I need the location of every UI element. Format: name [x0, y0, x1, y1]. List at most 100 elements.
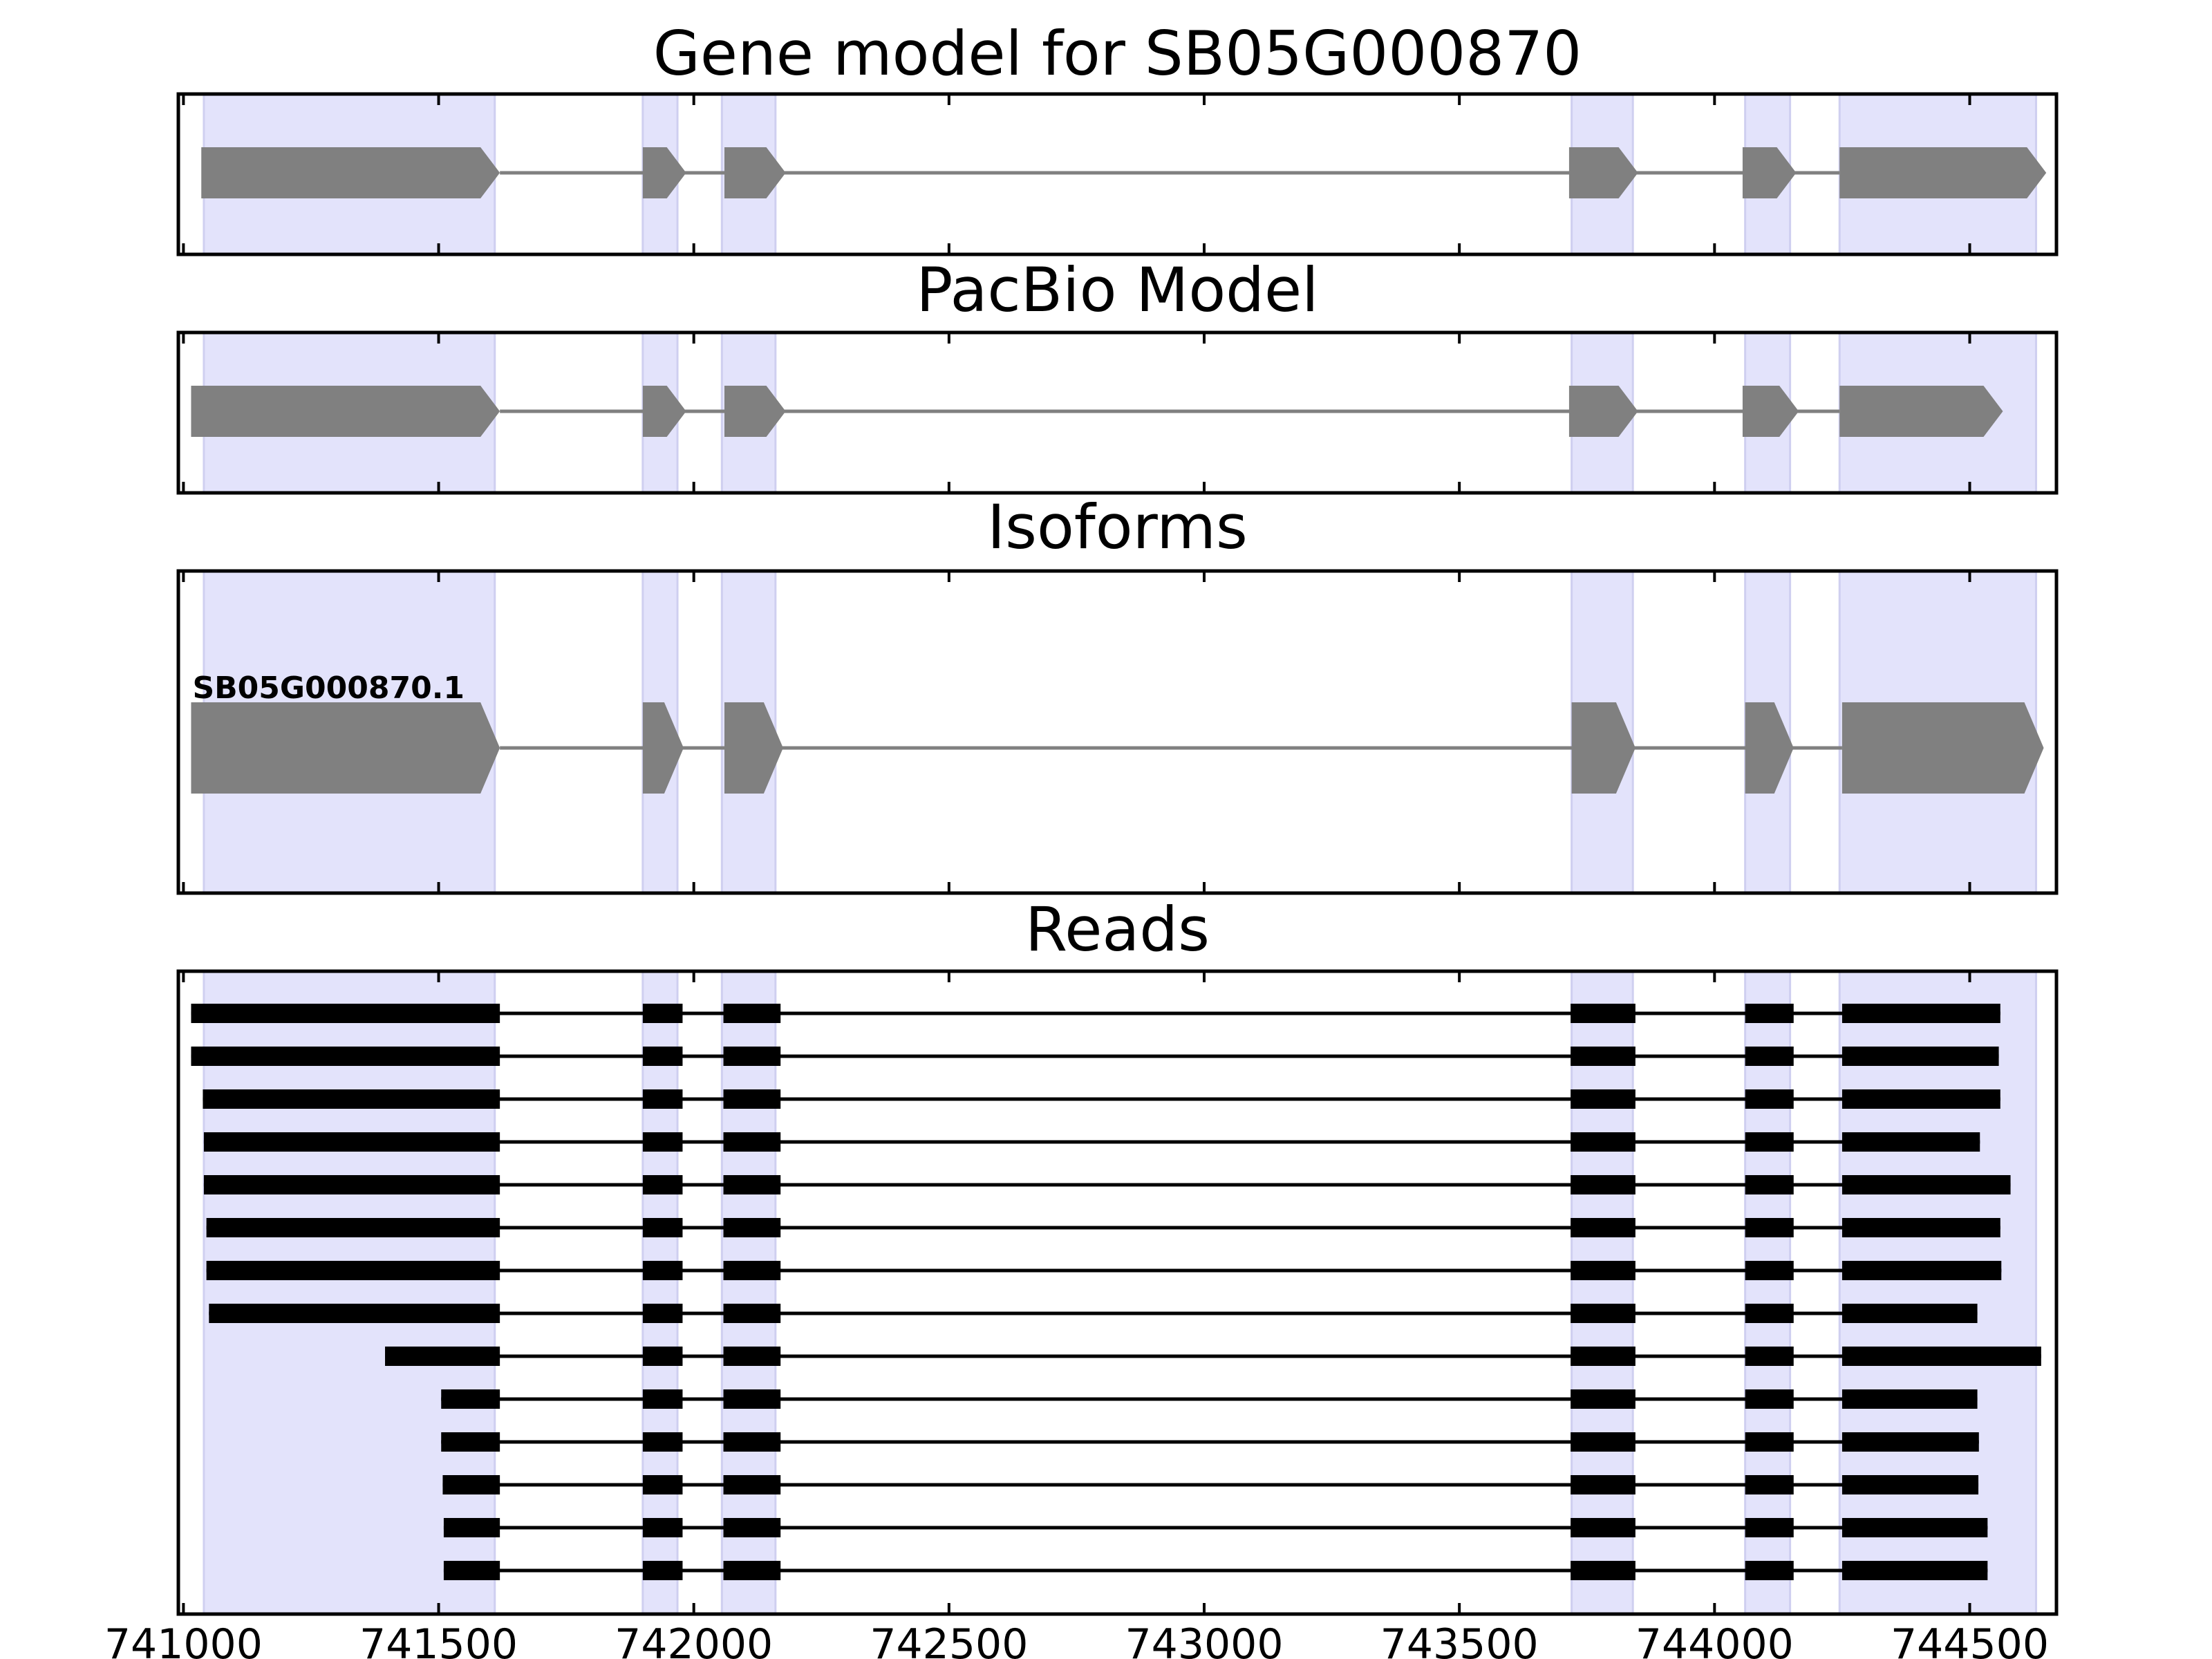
isoform-exon-3	[724, 702, 783, 794]
read-block-2	[642, 1347, 683, 1366]
read-7	[206, 1261, 2002, 1280]
read-block-3	[723, 1047, 781, 1066]
read-block-6	[1841, 1218, 2000, 1237]
x-tick-label: 742500	[870, 1620, 1028, 1659]
read-block-2	[642, 1218, 683, 1237]
read-block-5	[1745, 1218, 1794, 1237]
read-block-1	[203, 1175, 500, 1194]
read-block-6	[1841, 1475, 1979, 1494]
read-block-2	[642, 1132, 683, 1152]
read-block-5	[1745, 1047, 1794, 1066]
read-block-3	[723, 1004, 781, 1023]
exon-6	[1839, 147, 2047, 198]
exon-5	[1742, 386, 1799, 437]
read-block-5	[1745, 1432, 1794, 1452]
read-1	[191, 1004, 2000, 1023]
exon-3	[724, 386, 786, 437]
read-block-3	[723, 1432, 781, 1452]
x-tick-label: 743000	[1125, 1620, 1283, 1659]
exon-5	[1742, 147, 1797, 198]
read-block-1	[385, 1347, 500, 1366]
read-3	[203, 1089, 2000, 1109]
axes-frame	[176, 969, 2059, 1616]
exon-2	[642, 147, 686, 198]
read-2	[191, 1047, 1999, 1066]
read-block-6	[1841, 1432, 1979, 1452]
read-8	[209, 1304, 1978, 1323]
read-block-1	[206, 1218, 500, 1237]
read-block-6	[1841, 1004, 2000, 1023]
read-block-1	[191, 1004, 500, 1023]
isoform-exon-6	[1841, 702, 2044, 794]
read-block-1	[191, 1047, 500, 1066]
read-block-6	[1841, 1561, 1988, 1580]
read-block-5	[1745, 1475, 1794, 1494]
read-11	[441, 1432, 1979, 1452]
read-block-5	[1745, 1261, 1794, 1280]
read-block-5	[1745, 1132, 1794, 1152]
read-block-3	[723, 1132, 781, 1152]
read-block-4	[1571, 1261, 1635, 1280]
axes-frame	[176, 330, 2059, 495]
exon-highlight-2	[641, 970, 679, 1615]
read-block-2	[642, 1304, 683, 1323]
read-block-2	[642, 1175, 683, 1194]
exon-1	[191, 386, 500, 437]
exon-3	[724, 147, 786, 198]
read-block-4	[1571, 1047, 1635, 1066]
read-6	[206, 1218, 2000, 1237]
read-block-5	[1745, 1175, 1794, 1194]
read-block-5	[1745, 1561, 1794, 1580]
isoform-exon-1	[191, 702, 500, 794]
read-block-6	[1841, 1261, 2002, 1280]
read-block-4	[1571, 1089, 1635, 1109]
read-block-6	[1841, 1132, 1980, 1152]
read-block-1	[442, 1475, 500, 1494]
read-4	[203, 1132, 1980, 1152]
read-block-3	[723, 1475, 781, 1494]
read-block-1	[209, 1304, 500, 1323]
read-block-4	[1571, 1475, 1635, 1494]
read-block-1	[441, 1389, 500, 1409]
x-tick-label: 744000	[1635, 1620, 1794, 1659]
panel-2: PacBio Model	[176, 254, 2059, 495]
isoform-label: SB05G000870.1	[192, 671, 465, 706]
read-block-4	[1571, 1389, 1635, 1409]
read-block-6	[1841, 1304, 1978, 1323]
exon-highlight-1	[203, 970, 496, 1615]
read-13	[443, 1518, 1988, 1537]
isoform-exon-4	[1571, 702, 1635, 794]
read-block-5	[1745, 1004, 1794, 1023]
exon-highlight-3	[720, 970, 777, 1615]
read-block-6	[1841, 1047, 1999, 1066]
read-block-2	[642, 1261, 683, 1280]
read-block-6	[1841, 1518, 1988, 1537]
read-block-6	[1841, 1389, 1978, 1409]
x-tick-label: 741000	[104, 1620, 263, 1659]
read-block-1	[203, 1132, 500, 1152]
panel-title: Gene model for SB05G000870	[653, 18, 1582, 89]
read-block-1	[441, 1432, 500, 1452]
read-9	[385, 1347, 2041, 1366]
read-block-3	[723, 1261, 781, 1280]
read-block-2	[642, 1047, 683, 1066]
axes-frame	[176, 569, 2059, 895]
x-tick-label: 743500	[1380, 1620, 1539, 1659]
read-block-2	[642, 1432, 683, 1452]
panel-title: Reads	[1025, 894, 1210, 965]
read-12	[442, 1475, 1979, 1494]
read-block-5	[1745, 1347, 1794, 1366]
read-block-1	[443, 1561, 500, 1580]
exon-1	[201, 147, 500, 198]
read-14	[443, 1561, 1988, 1580]
panel-title: Isoforms	[987, 491, 1248, 563]
read-block-3	[723, 1347, 781, 1366]
exon-4	[1568, 147, 1638, 198]
panel-3: Isoforms SB05G000870.1	[176, 491, 2059, 895]
panel-title: PacBio Model	[916, 254, 1318, 326]
axes-frame	[176, 92, 2059, 256]
read-block-3	[723, 1304, 781, 1323]
x-tick-label: 744500	[1891, 1620, 2049, 1659]
read-block-1	[443, 1518, 500, 1537]
